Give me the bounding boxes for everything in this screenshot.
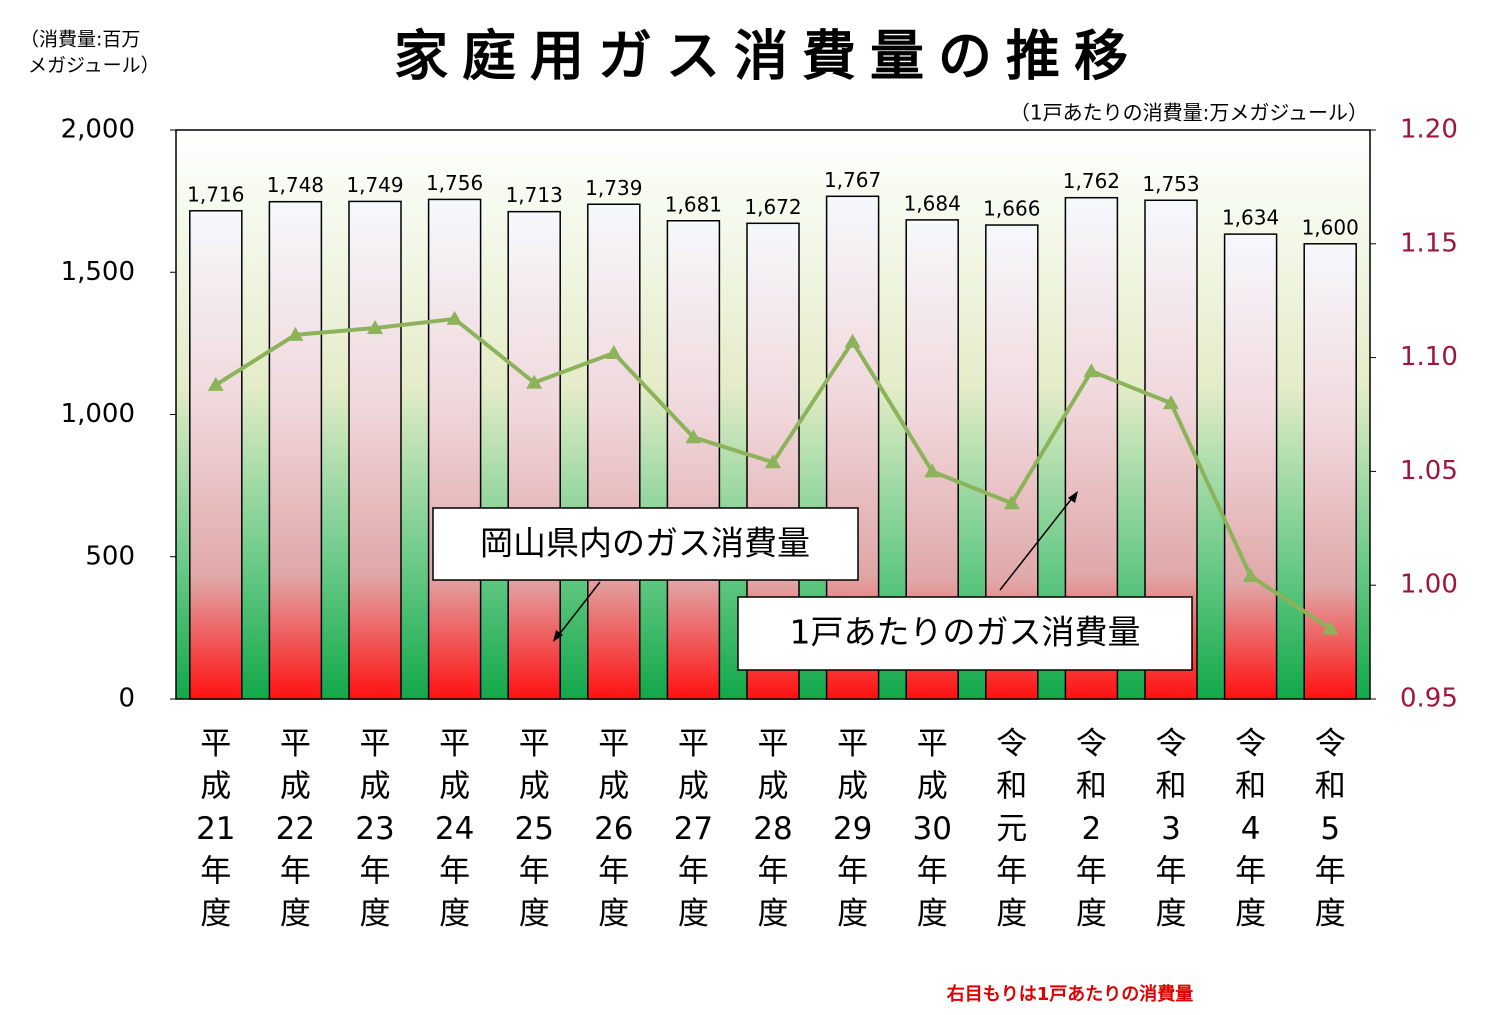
footnote: 右目もりは1戸あたりの消費量	[947, 983, 1194, 1005]
units-left: （消費量:百万	[20, 29, 140, 51]
arrow	[999, 496, 1074, 591]
arrow	[557, 581, 601, 637]
y2-tick-label: 1.10	[1400, 342, 1458, 372]
bar-value-label: 1,762	[1063, 169, 1120, 193]
bar	[666, 220, 721, 700]
bar-value-label: 1,672	[744, 195, 801, 219]
y2-tick-label: 1.20	[1400, 115, 1458, 145]
y2-tick-label: 0.95	[1400, 684, 1458, 714]
line-marker	[1322, 620, 1339, 635]
bar-value-label: 1,756	[426, 171, 483, 195]
bar-value-label: 1,666	[983, 197, 1040, 221]
bar-value-label: 1,684	[904, 191, 961, 215]
line-marker	[685, 429, 702, 444]
arrow-head	[1068, 491, 1078, 503]
x-tick-label: 平成 21 年度	[196, 726, 235, 932]
x-tick-label: 平成 23 年度	[355, 726, 394, 932]
chart-title: 家庭用ガス消費量の推移	[394, 25, 1142, 88]
bar-value-label: 1,748	[267, 173, 324, 197]
bar-value-label: 1,749	[346, 173, 403, 197]
y-tick-label: 0	[118, 684, 135, 714]
line-marker	[287, 326, 304, 341]
bar	[189, 210, 243, 700]
y-tick-label: 1,000	[61, 399, 135, 429]
units-left: メガジュール）	[28, 55, 160, 77]
line-marker	[1163, 395, 1179, 410]
arrow-head	[553, 630, 563, 642]
callout-box	[737, 596, 1193, 671]
bar-value-label: 1,739	[585, 176, 642, 200]
units-right: （1戸あたりの消費量:万メガジュール）	[1010, 101, 1368, 125]
y2-tick-label: 1.00	[1400, 570, 1458, 600]
x-tick-label: 令和 2 年度	[1076, 726, 1107, 932]
bar	[348, 200, 402, 700]
bar-value-label: 1,753	[1142, 172, 1199, 196]
bar-value-label: 1,634	[1222, 206, 1279, 230]
x-tick-label: 平成 28 年度	[753, 726, 792, 932]
bar-value-label: 1,681	[665, 192, 722, 216]
line-marker	[207, 376, 224, 391]
line-marker	[526, 374, 543, 389]
line-marker	[844, 333, 861, 348]
callout-line: 1戸あたりのガス消費量	[790, 613, 1141, 652]
bar-value-label: 1,767	[824, 168, 881, 192]
x-tick-label: 平成 27 年度	[674, 726, 713, 932]
bar-value-label: 1,716	[187, 182, 244, 206]
line-marker	[367, 320, 383, 335]
y2-tick-label: 1.05	[1400, 456, 1458, 486]
y-tick-label: 2,000	[61, 115, 135, 145]
bar	[427, 198, 482, 700]
line-marker	[765, 454, 781, 469]
line-marker	[605, 345, 622, 360]
line-marker	[1083, 363, 1100, 378]
bar	[268, 200, 323, 700]
line-marker	[924, 463, 941, 478]
bar-value-label: 1,713	[506, 183, 563, 207]
bar	[1223, 233, 1278, 700]
bar	[507, 210, 561, 700]
x-tick-label: 令和 3 年度	[1156, 726, 1187, 932]
x-tick-label: 平成 29 年度	[833, 726, 872, 932]
x-tick-label: 平成 30 年度	[912, 726, 951, 932]
x-tick-label: 令和 4 年度	[1235, 726, 1266, 932]
callout-bar: 岡山県内のガス消費量	[480, 524, 810, 563]
line-marker	[446, 310, 463, 325]
bar-value-label: 1,600	[1302, 215, 1359, 239]
y2-tick-label: 1.15	[1400, 228, 1458, 258]
x-tick-label: 平成 24 年度	[435, 726, 474, 932]
line-marker	[1003, 495, 1020, 510]
callout-box	[432, 507, 859, 581]
x-tick-label: 令和元年度	[996, 726, 1027, 932]
x-tick-label: 平成 25 年度	[514, 726, 553, 932]
y-tick-label: 500	[85, 541, 135, 571]
y-tick-label: 1,500	[61, 257, 135, 287]
x-tick-label: 令和 5 年度	[1315, 726, 1346, 932]
line-marker	[1242, 568, 1259, 583]
x-tick-label: 平成 26 年度	[594, 726, 633, 932]
x-tick-label: 平成 22 年度	[276, 726, 315, 932]
bar	[587, 203, 641, 700]
